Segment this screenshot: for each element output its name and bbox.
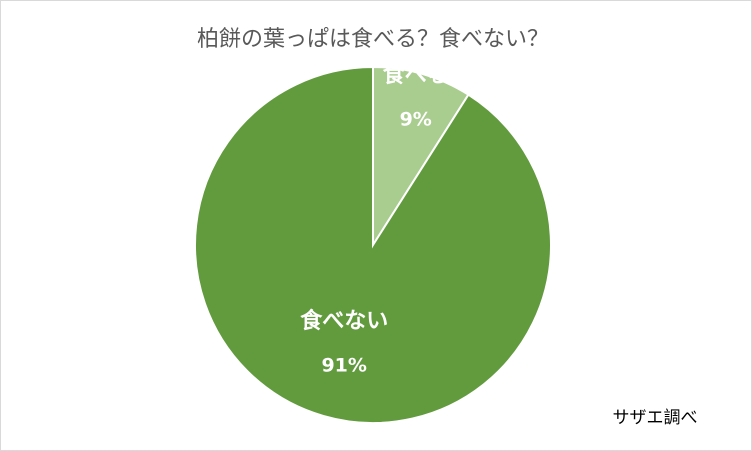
pie-slice bbox=[194, 65, 552, 424]
chart-title: 柏餅の葉っぱは食べる？食べない？ bbox=[197, 27, 549, 52]
slice-label: 食べない bbox=[300, 308, 388, 334]
data-label: 91% bbox=[321, 355, 366, 377]
data-label: 9% bbox=[400, 108, 432, 130]
pie-slice bbox=[372, 65, 470, 249]
slice-label: 食べる bbox=[383, 62, 449, 88]
annotation: サザエ調べ bbox=[613, 408, 698, 428]
